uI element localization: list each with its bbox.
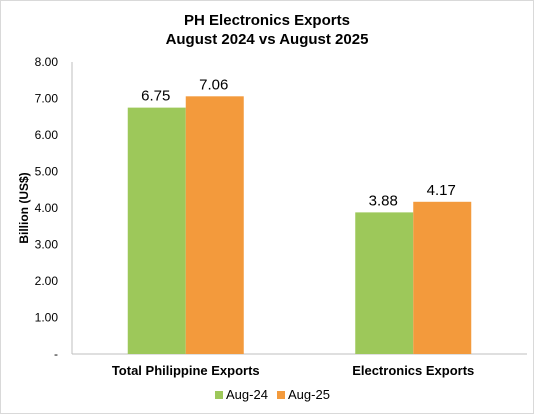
bar-aug-24 — [127, 107, 186, 354]
data-label: 3.88 — [369, 192, 398, 209]
y-tick-label: 3.00 — [35, 238, 59, 252]
legend-label: Aug-25 — [288, 387, 330, 402]
legend-label: Aug-24 — [226, 387, 268, 402]
legend: Aug-24 Aug-25 — [215, 387, 330, 402]
bar-aug-25 — [413, 201, 472, 354]
y-axis-label: Billion (US$) — [17, 172, 31, 243]
legend-swatch — [277, 391, 285, 399]
y-tick-label: - — [54, 347, 58, 361]
legend-swatch — [215, 391, 223, 399]
bar-aug-24 — [355, 212, 414, 354]
bars-group — [127, 96, 472, 354]
bar-aug-25 — [185, 96, 244, 354]
data-labels-group: 6.75 7.06 3.88 4.17 — [141, 76, 456, 209]
y-tick-label: 7.00 — [35, 92, 59, 106]
category-labels-group: Total Philippine Exports Electronics Expo… — [112, 363, 474, 378]
chart-title: PH Electronics Exports — [184, 12, 350, 29]
y-tick-label: 5.00 — [35, 165, 59, 179]
y-tick-label: 4.00 — [35, 201, 59, 215]
y-tick-label: 6.00 — [35, 128, 59, 142]
y-tick-label: 8.00 — [35, 55, 59, 69]
data-label: 7.06 — [199, 76, 228, 93]
category-label: Total Philippine Exports — [112, 363, 260, 378]
category-label: Electronics Exports — [352, 363, 474, 378]
y-tick-label: 1.00 — [35, 311, 59, 325]
data-label: 4.17 — [427, 182, 456, 199]
chart-subtitle: August 2024 vs August 2025 — [166, 31, 369, 48]
y-axis-ticks: - 1.00 2.00 3.00 4.00 5.00 6.00 7.00 8.00 — [35, 55, 59, 361]
data-label: 6.75 — [141, 88, 170, 105]
y-tick-label: 2.00 — [35, 274, 59, 288]
